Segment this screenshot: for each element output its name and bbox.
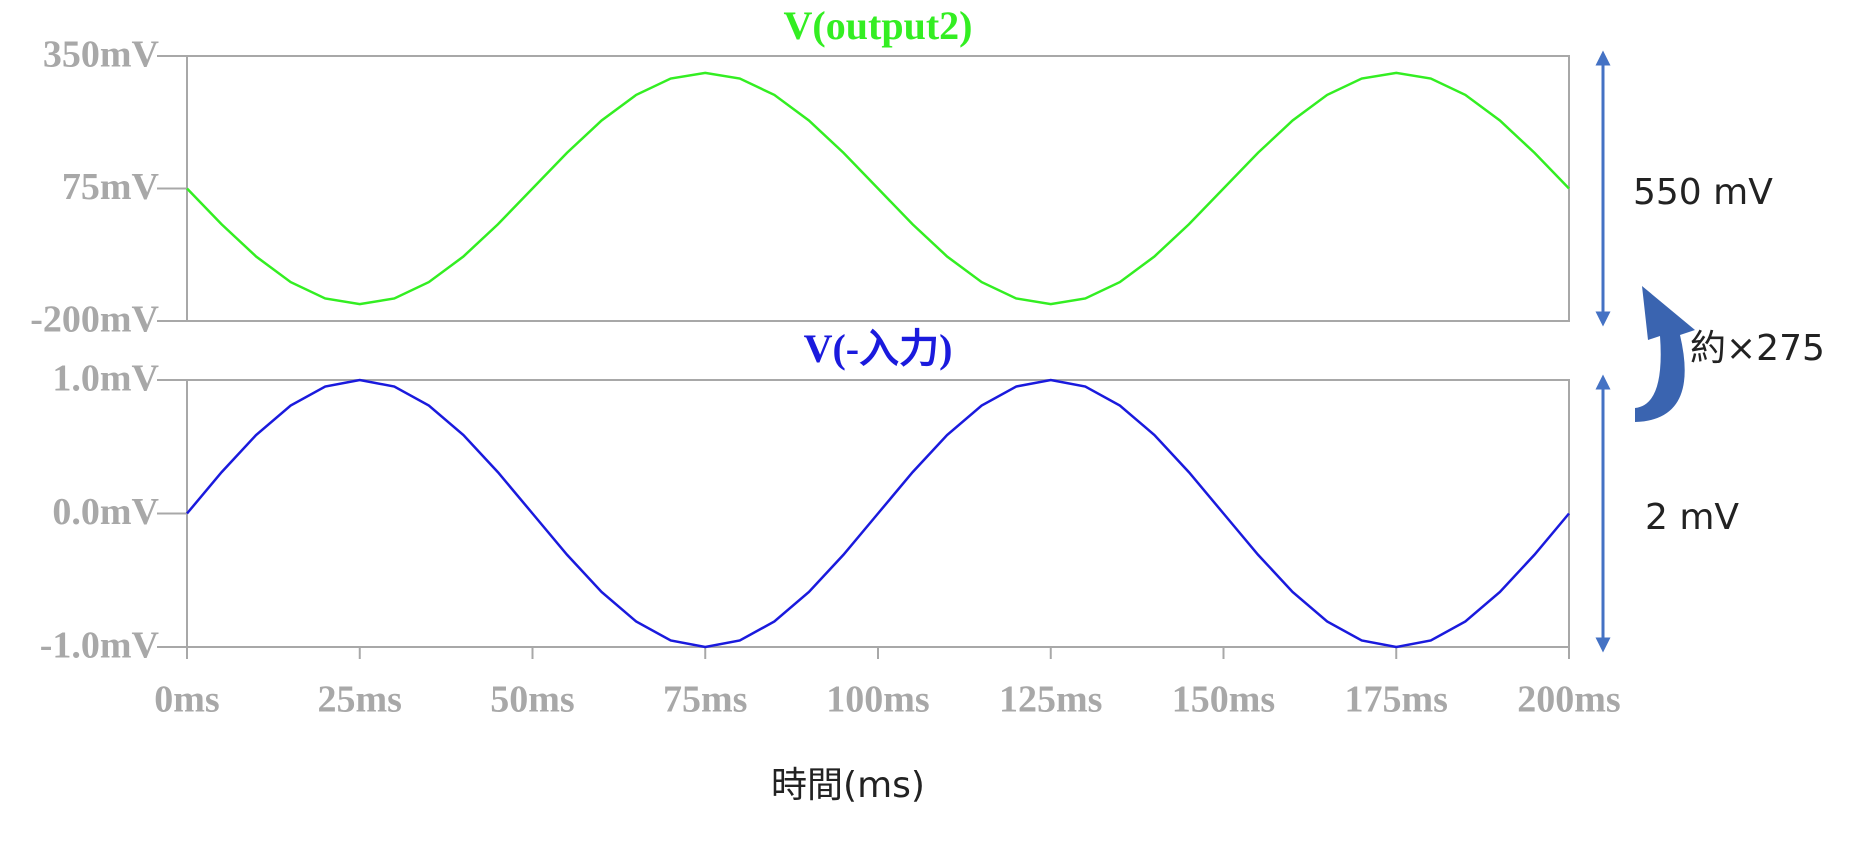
chart-title: V(output2) (784, 3, 973, 48)
x-tick-label: 150ms (1172, 679, 1275, 721)
y-tick-label: 1.0mV (52, 358, 159, 400)
chart-title: V(-入力) (804, 326, 953, 371)
x-tick-label: 50ms (490, 679, 574, 721)
x-tick-label: 100ms (826, 679, 929, 721)
x-tick-label: 175ms (1345, 679, 1448, 721)
x-tick-label: 200ms (1517, 679, 1620, 721)
y-tick-label: 350mV (43, 34, 160, 76)
x-tick-label: 125ms (999, 679, 1102, 721)
annotation: 2 mV (1645, 497, 1739, 538)
gain-arrow (1635, 286, 1695, 422)
annotation: 550 mV (1633, 172, 1773, 213)
annotation: 約×275 (1690, 328, 1825, 369)
x-tick-label: 25ms (318, 679, 402, 721)
y-tick-label: 75mV (62, 166, 160, 208)
data-line (186, 378, 1570, 649)
y-tick-label: -1.0mV (40, 625, 160, 667)
x-tick-label: 75ms (663, 679, 747, 721)
y-tick-label: -200mV (30, 299, 159, 341)
x-axis-label: 時間(ms) (771, 765, 925, 806)
y-tick-label: 0.0mV (52, 491, 159, 533)
x-tick-label: 0ms (154, 679, 219, 721)
data-line (186, 71, 1570, 306)
